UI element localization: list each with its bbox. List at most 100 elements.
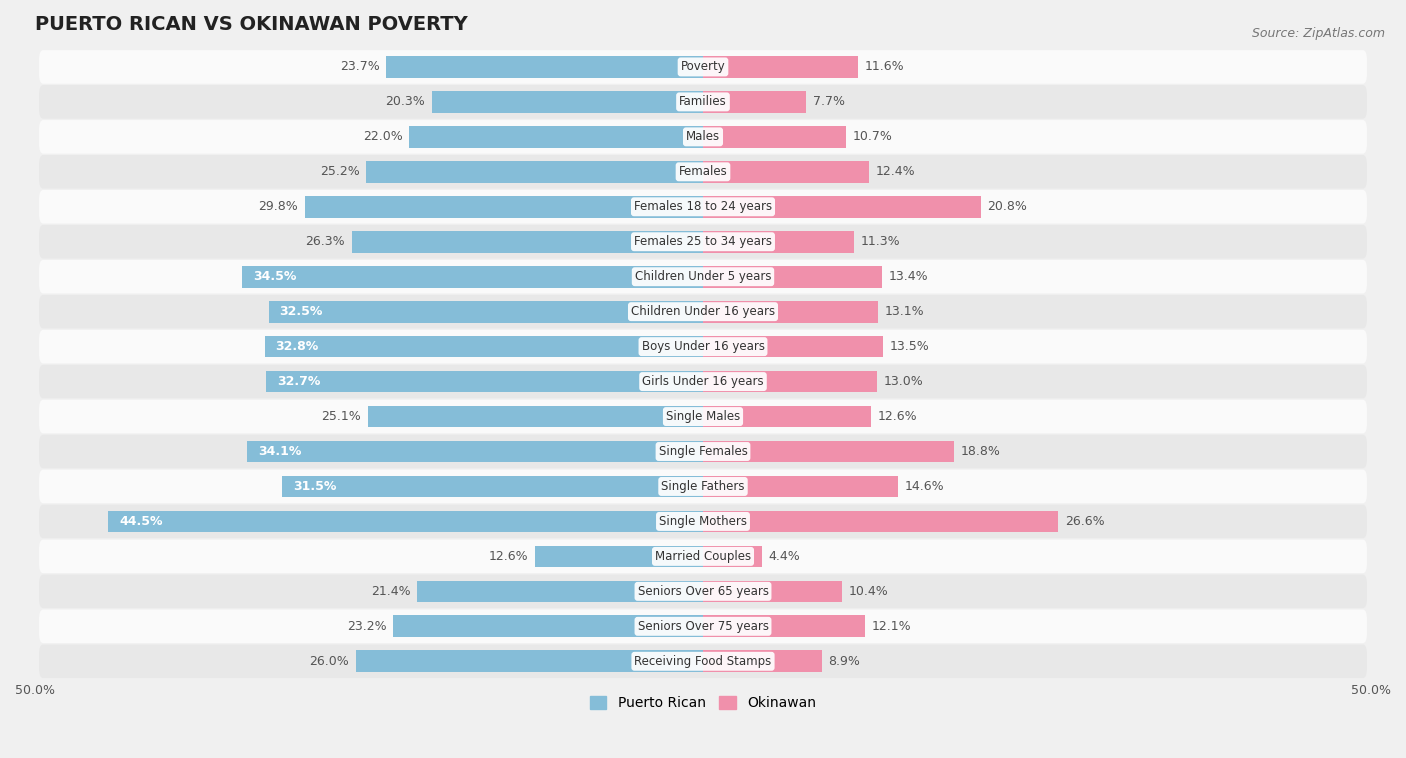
FancyBboxPatch shape	[39, 85, 1367, 119]
Text: 20.3%: 20.3%	[385, 96, 425, 108]
Text: 23.7%: 23.7%	[340, 61, 380, 74]
Text: Children Under 5 years: Children Under 5 years	[634, 270, 772, 283]
Text: Receiving Food Stamps: Receiving Food Stamps	[634, 655, 772, 668]
Bar	[703, 581, 842, 602]
Bar	[703, 231, 853, 252]
Text: Single Mothers: Single Mothers	[659, 515, 747, 528]
Bar	[703, 650, 823, 672]
Text: Single Females: Single Females	[658, 445, 748, 458]
Text: 13.1%: 13.1%	[884, 305, 924, 318]
Bar	[703, 91, 806, 113]
Bar	[703, 161, 869, 183]
FancyBboxPatch shape	[39, 190, 1367, 224]
Text: 12.1%: 12.1%	[872, 620, 911, 633]
Text: 25.2%: 25.2%	[321, 165, 360, 178]
Bar	[352, 231, 703, 252]
Text: Families: Families	[679, 96, 727, 108]
Text: 20.8%: 20.8%	[987, 200, 1028, 213]
Text: 11.3%: 11.3%	[860, 235, 900, 248]
Text: 32.5%: 32.5%	[280, 305, 323, 318]
Text: Single Males: Single Males	[666, 410, 740, 423]
Text: 4.4%: 4.4%	[769, 550, 800, 563]
FancyBboxPatch shape	[39, 540, 1367, 573]
Bar	[703, 475, 898, 497]
FancyBboxPatch shape	[39, 365, 1367, 399]
Text: 34.1%: 34.1%	[259, 445, 301, 458]
FancyBboxPatch shape	[39, 644, 1367, 678]
Bar	[367, 161, 703, 183]
Text: 8.9%: 8.9%	[828, 655, 860, 668]
Text: 32.8%: 32.8%	[276, 340, 319, 353]
Bar	[356, 650, 703, 672]
Text: 7.7%: 7.7%	[813, 96, 845, 108]
FancyBboxPatch shape	[39, 225, 1367, 258]
Bar	[703, 126, 846, 148]
Text: Poverty: Poverty	[681, 61, 725, 74]
Text: 32.7%: 32.7%	[277, 375, 321, 388]
Text: 25.1%: 25.1%	[321, 410, 361, 423]
Bar	[703, 301, 877, 322]
Text: 12.6%: 12.6%	[488, 550, 529, 563]
FancyBboxPatch shape	[39, 155, 1367, 189]
FancyBboxPatch shape	[39, 505, 1367, 538]
Bar	[305, 196, 703, 218]
Bar	[534, 546, 703, 567]
FancyBboxPatch shape	[39, 435, 1367, 468]
FancyBboxPatch shape	[39, 50, 1367, 83]
Text: Source: ZipAtlas.com: Source: ZipAtlas.com	[1251, 27, 1385, 39]
FancyBboxPatch shape	[39, 330, 1367, 363]
Text: Girls Under 16 years: Girls Under 16 years	[643, 375, 763, 388]
Text: Females 18 to 24 years: Females 18 to 24 years	[634, 200, 772, 213]
Text: Females 25 to 34 years: Females 25 to 34 years	[634, 235, 772, 248]
Bar	[108, 511, 703, 532]
Text: Seniors Over 75 years: Seniors Over 75 years	[637, 620, 769, 633]
Text: 44.5%: 44.5%	[120, 515, 163, 528]
Text: 26.3%: 26.3%	[305, 235, 344, 248]
Text: Females: Females	[679, 165, 727, 178]
Bar	[387, 56, 703, 78]
Text: 10.4%: 10.4%	[849, 585, 889, 598]
FancyBboxPatch shape	[39, 399, 1367, 434]
Text: 26.6%: 26.6%	[1066, 515, 1105, 528]
Text: 14.6%: 14.6%	[904, 480, 945, 493]
Bar	[264, 336, 703, 358]
Text: 34.5%: 34.5%	[253, 270, 297, 283]
Bar	[247, 440, 703, 462]
Bar	[269, 301, 703, 322]
FancyBboxPatch shape	[39, 470, 1367, 503]
Text: 13.4%: 13.4%	[889, 270, 928, 283]
Text: Children Under 16 years: Children Under 16 years	[631, 305, 775, 318]
Text: 21.4%: 21.4%	[371, 585, 411, 598]
Text: 23.2%: 23.2%	[347, 620, 387, 633]
Bar	[703, 196, 981, 218]
FancyBboxPatch shape	[39, 120, 1367, 154]
Bar	[242, 266, 703, 287]
Bar	[703, 336, 883, 358]
FancyBboxPatch shape	[39, 575, 1367, 608]
Bar	[703, 511, 1059, 532]
Bar	[703, 266, 882, 287]
FancyBboxPatch shape	[39, 295, 1367, 328]
Bar	[409, 126, 703, 148]
Text: 11.6%: 11.6%	[865, 61, 904, 74]
Bar	[394, 615, 703, 637]
Bar	[367, 406, 703, 428]
Text: 18.8%: 18.8%	[960, 445, 1001, 458]
Text: 31.5%: 31.5%	[292, 480, 336, 493]
Text: Single Fathers: Single Fathers	[661, 480, 745, 493]
Bar	[418, 581, 703, 602]
Legend: Puerto Rican, Okinawan: Puerto Rican, Okinawan	[585, 691, 821, 716]
Text: 13.0%: 13.0%	[883, 375, 924, 388]
Bar	[703, 371, 877, 393]
Text: 29.8%: 29.8%	[259, 200, 298, 213]
Bar	[703, 406, 872, 428]
FancyBboxPatch shape	[39, 260, 1367, 293]
Bar	[703, 440, 955, 462]
Text: Males: Males	[686, 130, 720, 143]
Bar	[703, 546, 762, 567]
Bar	[283, 475, 703, 497]
Text: Seniors Over 65 years: Seniors Over 65 years	[637, 585, 769, 598]
Bar	[432, 91, 703, 113]
Text: 12.4%: 12.4%	[876, 165, 915, 178]
Text: 26.0%: 26.0%	[309, 655, 349, 668]
